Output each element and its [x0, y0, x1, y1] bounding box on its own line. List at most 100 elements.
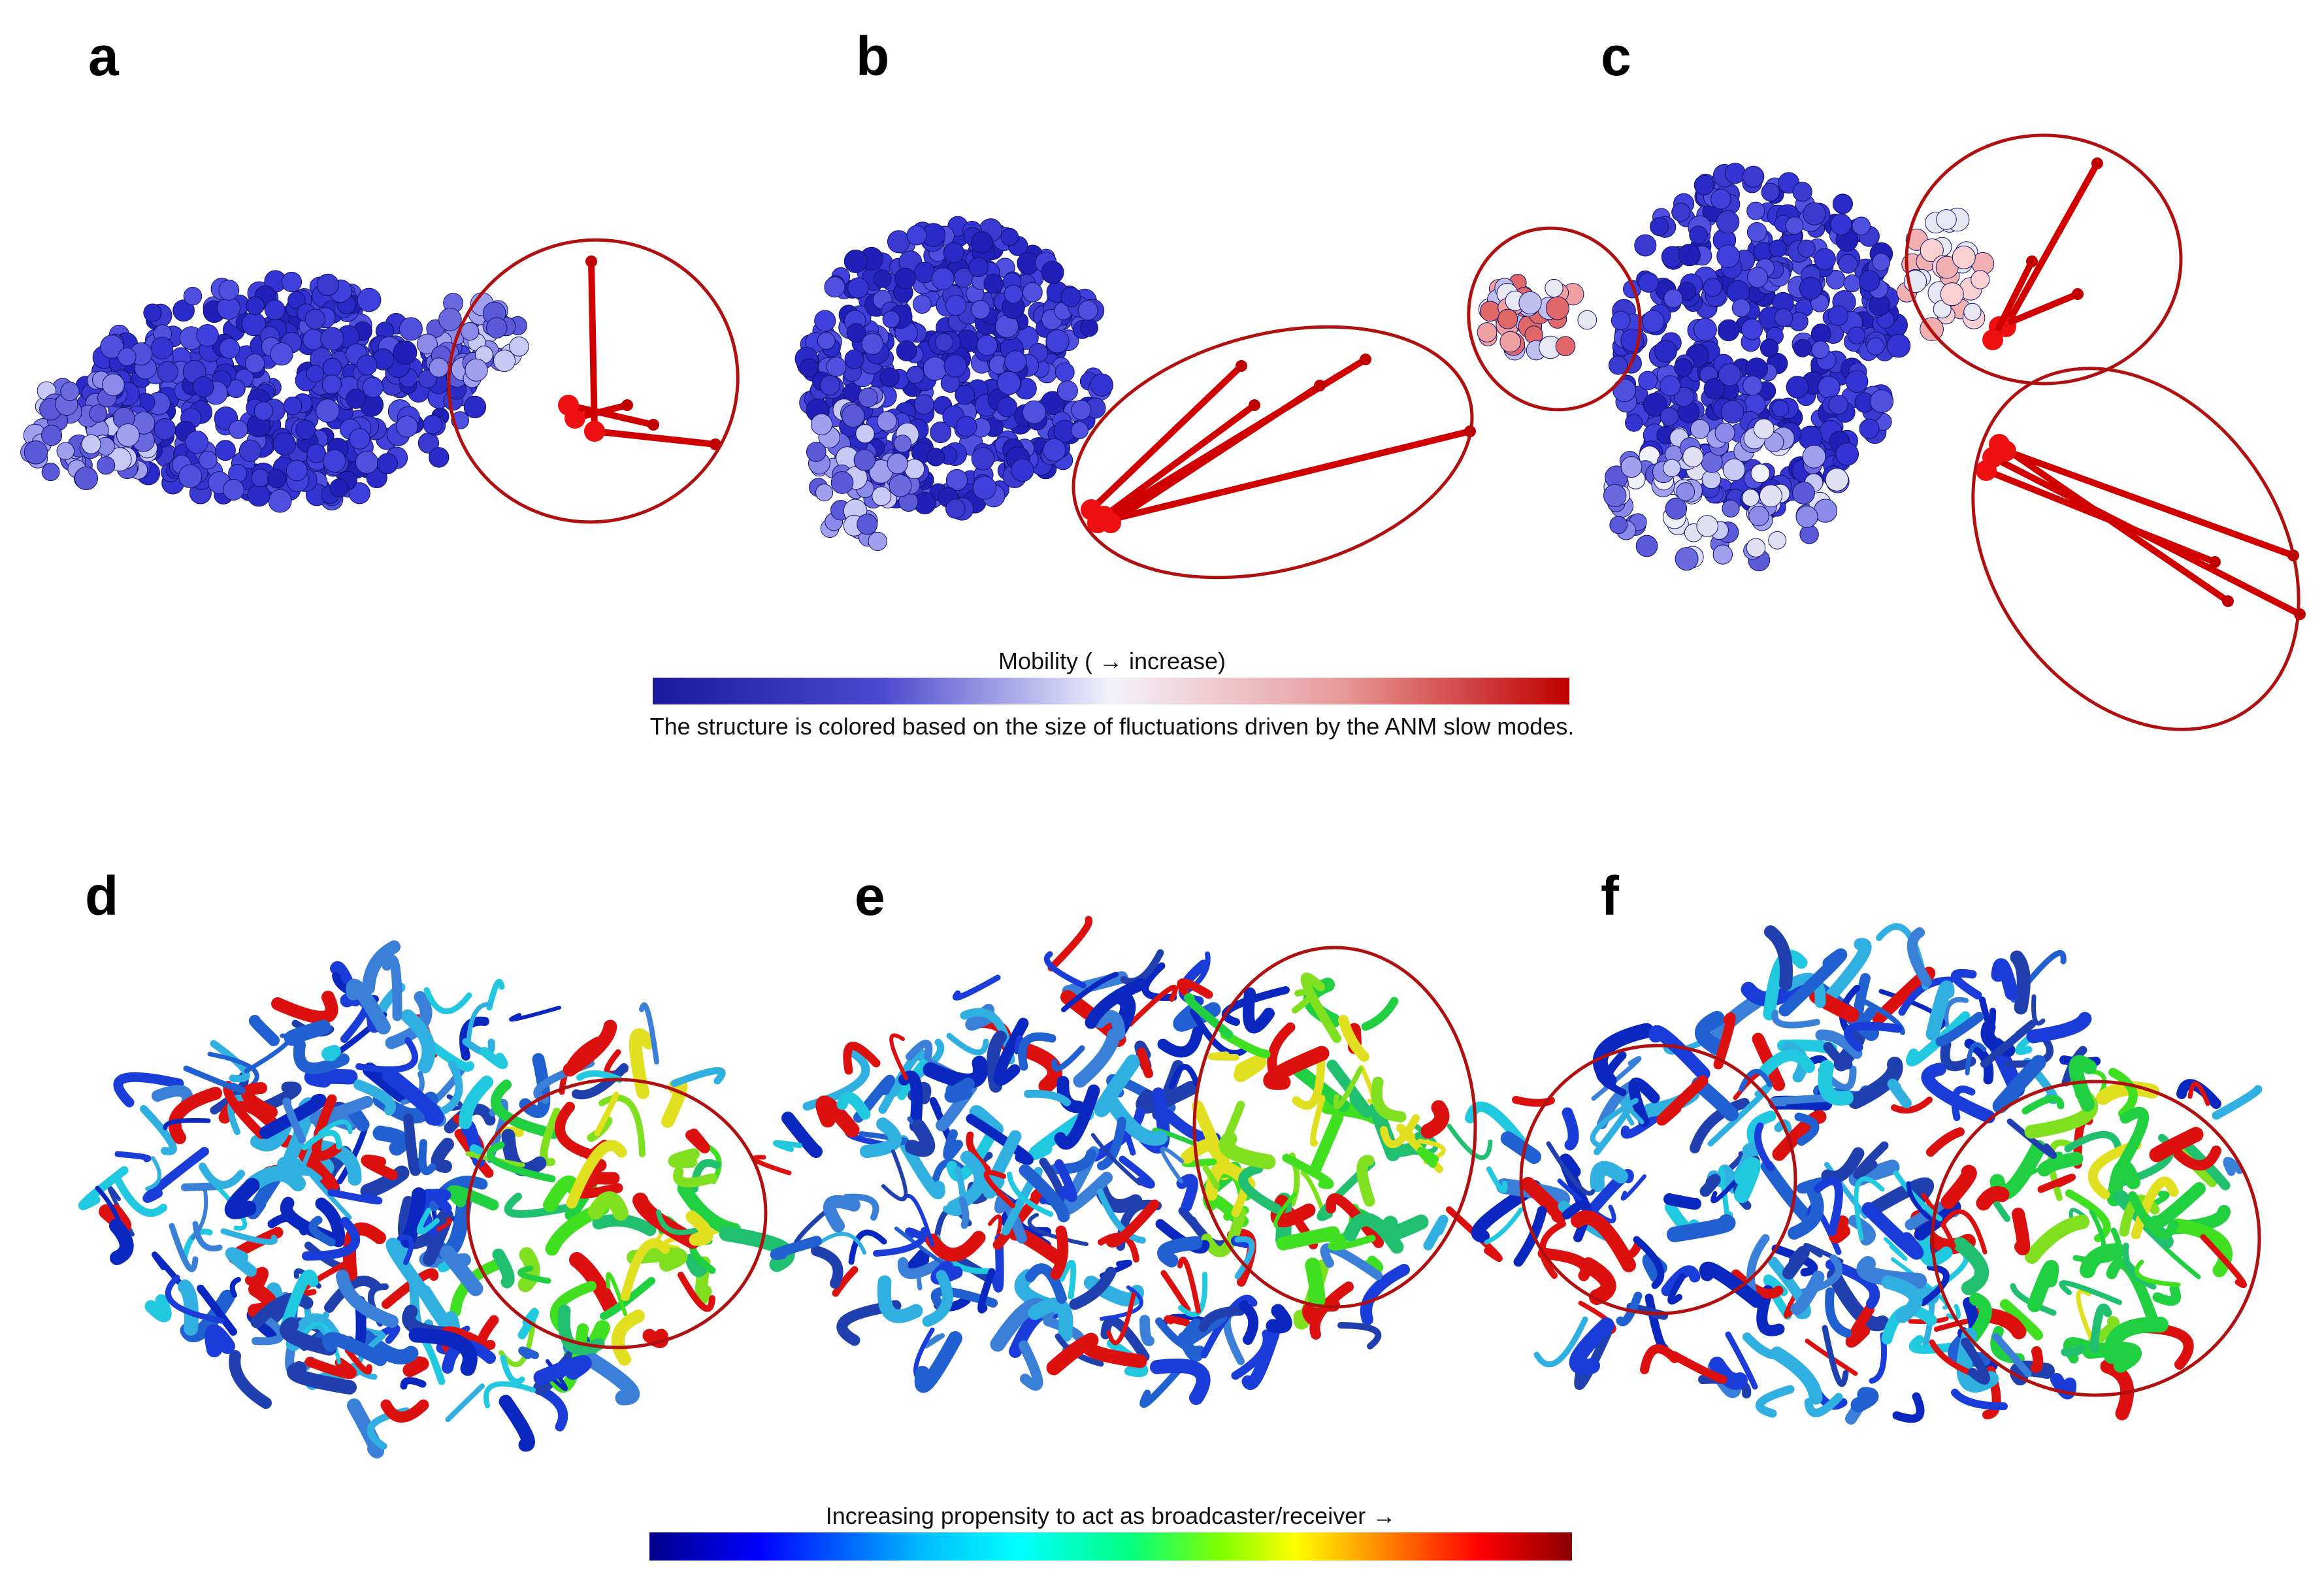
- residue-sphere: [1936, 209, 1957, 230]
- residue-sphere: [272, 432, 296, 456]
- ribbon: [1940, 1165, 1977, 1210]
- residue-sphere: [1963, 303, 1982, 322]
- ribbon: [1992, 1055, 2046, 1114]
- ribbon: [1752, 1033, 1786, 1091]
- ribbon: [543, 1176, 580, 1212]
- ribbon: [1746, 1234, 1770, 1295]
- ellipse: [1905, 133, 2183, 386]
- ribbon: [1300, 972, 1341, 1043]
- residue-sphere: [1555, 336, 1576, 357]
- ribbon: [1242, 987, 1275, 1034]
- ribbon: [1822, 1325, 1849, 1387]
- ribbon: [1465, 1101, 1526, 1147]
- residue-sphere: [247, 484, 270, 507]
- ribbon: [168, 1087, 222, 1144]
- residue-sphere: [100, 335, 124, 359]
- mode-arrow: [1989, 258, 2035, 343]
- ribbon: [476, 1315, 499, 1351]
- arrow-tip: [2091, 157, 2103, 169]
- ribbon: [1219, 1131, 1276, 1170]
- ribbon: [372, 1125, 410, 1156]
- ribbon: [348, 1106, 370, 1132]
- residue-sphere: [493, 350, 516, 372]
- ribbon: [1861, 1202, 1924, 1260]
- residue-sphere: [1771, 399, 1790, 418]
- ribbon: [598, 1095, 646, 1157]
- residue-sphere: [842, 404, 865, 428]
- ribbon: [2026, 1012, 2092, 1044]
- residue-sphere: [461, 322, 480, 341]
- ribbon: [109, 1219, 134, 1265]
- ribbon: [2025, 1215, 2089, 1264]
- residue-sphere: [996, 371, 1021, 395]
- ribbon: [1302, 1298, 1340, 1325]
- residue-sphere: [268, 489, 292, 513]
- ribbon: [1028, 1297, 1073, 1342]
- ribbon: [1446, 1206, 1503, 1263]
- residue-sphere: [972, 476, 997, 500]
- ribbon: [1276, 1226, 1340, 1251]
- residue-sphere: [799, 358, 819, 378]
- ribbon: [1580, 1257, 1616, 1305]
- ribbon: [843, 1193, 879, 1221]
- ribbon: [685, 1253, 710, 1278]
- residue-sphere: [316, 399, 340, 423]
- ribbon: [668, 1148, 700, 1168]
- structures: [20, 157, 2306, 1459]
- residue-sphere: [1041, 261, 1064, 284]
- ribbon: [466, 1002, 493, 1046]
- ellipse: [1072, 325, 1474, 580]
- ribbon: [1137, 1048, 1153, 1078]
- residue-sphere: [245, 354, 265, 374]
- ribbon: [685, 1129, 710, 1153]
- residue-sphere: [1920, 239, 1944, 263]
- ribbon: [78, 1166, 129, 1210]
- residue-sphere: [1650, 217, 1669, 237]
- ribbon: [1804, 1393, 1843, 1417]
- residue-sphere: [815, 484, 834, 502]
- residue-sphere: [819, 375, 840, 396]
- residue-sphere: [889, 474, 912, 497]
- ribbon: [1100, 1316, 1150, 1362]
- residue-sphere: [926, 448, 945, 467]
- residue-sphere: [1060, 286, 1081, 307]
- ribbon: [280, 1269, 319, 1333]
- ribbon: [385, 1238, 429, 1297]
- residue-sphere: [1870, 389, 1894, 414]
- ribbon: [1699, 1261, 1764, 1308]
- residue-sphere: [1872, 253, 1891, 272]
- residue-sphere: [1746, 222, 1767, 242]
- ribbon: [673, 1166, 717, 1187]
- residue-sphere: [1843, 274, 1861, 293]
- ribbon: [2021, 1095, 2065, 1115]
- ribbon: [588, 1191, 629, 1221]
- ribbon: [1953, 1237, 1989, 1295]
- ribbon: [534, 1384, 568, 1432]
- ribbon: [1590, 1161, 1628, 1192]
- ribbon: [1192, 1100, 1224, 1160]
- residue-sphere: [1071, 399, 1092, 420]
- ribbon: [889, 1033, 908, 1080]
- residue-sphere: [416, 333, 438, 355]
- ribbon: [382, 1067, 444, 1126]
- residue-sphere: [826, 356, 847, 377]
- ribbon: [2114, 1106, 2150, 1174]
- ribbon: [361, 1154, 398, 1180]
- ribbon: [427, 1041, 474, 1072]
- residue-sphere: [971, 447, 995, 471]
- ribbon: [1051, 1045, 1085, 1072]
- ribbon: [1292, 1052, 1326, 1110]
- ribbon: [1940, 1209, 1988, 1255]
- ribbon: [2108, 1068, 2138, 1118]
- residue-sphere: [1741, 318, 1763, 340]
- residue-sphere: [887, 453, 908, 474]
- ribbon: [1887, 1078, 1912, 1108]
- ribbon: [1628, 1078, 1660, 1127]
- ribbon: [1221, 986, 1290, 1026]
- ribbon: [1557, 1178, 1616, 1223]
- residue-sphere: [1722, 499, 1740, 518]
- residue-sphere: [1717, 319, 1740, 342]
- ribbon: [346, 978, 391, 1034]
- ribbon: [1633, 1236, 1665, 1289]
- ribbon: [1120, 949, 1164, 985]
